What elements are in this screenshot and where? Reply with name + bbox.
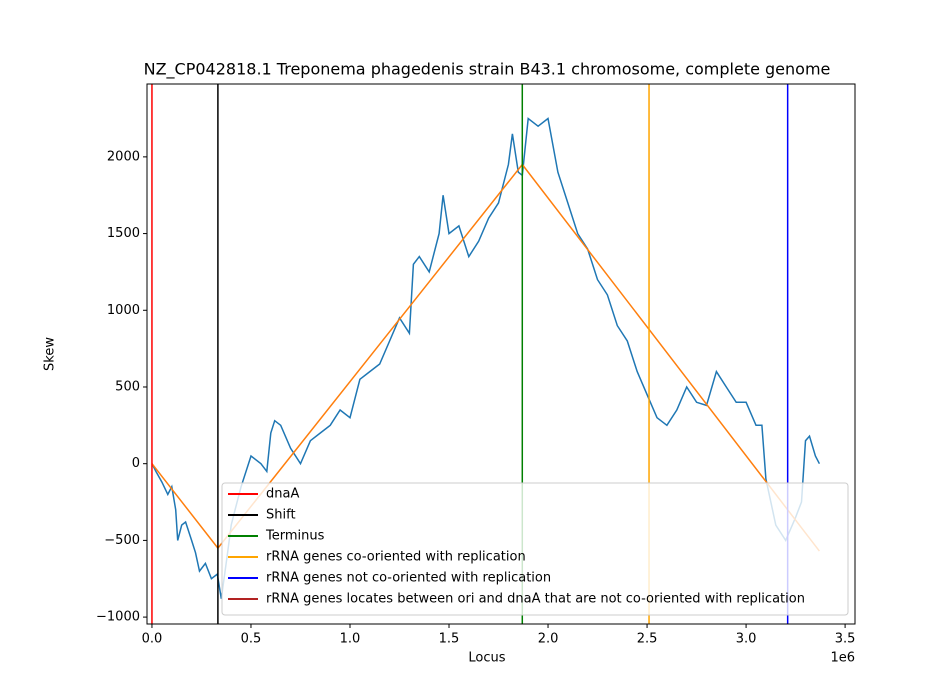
plot-frame: [146, 83, 856, 625]
x-tick-label: 1.0: [340, 632, 361, 647]
skew-line: [151, 117, 821, 599]
y-tick-label: 2000: [107, 149, 140, 164]
x-tick-label: 0.0: [142, 632, 163, 647]
legend-label: rRNA genes locates between ori and dnaA …: [266, 592, 805, 607]
legend-label: dnaA: [266, 487, 299, 502]
x-tick-label: 3.0: [736, 632, 757, 647]
y-tick-label: 1500: [107, 226, 140, 241]
y-tick-label: 0: [132, 456, 140, 471]
y-tick-label: 1000: [107, 303, 140, 318]
y-tick-label: −500: [104, 533, 140, 548]
x-tick-label: 0.5: [241, 632, 262, 647]
x-axis-label: Locus: [468, 651, 505, 666]
y-axis-label: Skew: [43, 337, 58, 371]
legend-label: rRNA genes co-oriented with replication: [266, 550, 526, 565]
fit-line: [151, 163, 820, 552]
y-tick-label: −1000: [96, 610, 140, 625]
chart-title: NZ_CP042818.1 Treponema phagedenis strai…: [144, 60, 831, 80]
x-tick-label: 2.0: [538, 632, 559, 647]
legend-label: Terminus: [265, 529, 325, 544]
x-tick-label: 3.5: [835, 632, 856, 647]
y-tick-label: 500: [115, 379, 140, 394]
x-tick-label: 2.5: [637, 632, 658, 647]
legend-box: [221, 482, 849, 616]
legend-label: rRNA genes not co-oriented with replicat…: [266, 571, 551, 586]
legend-label: Shift: [266, 508, 296, 523]
x-tick-label: 1.5: [439, 632, 460, 647]
x-offset-label: 1e6: [830, 651, 855, 666]
